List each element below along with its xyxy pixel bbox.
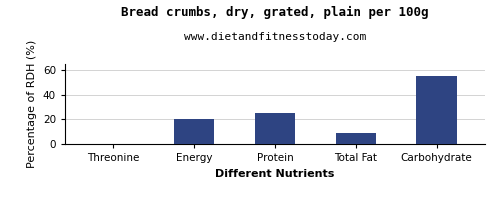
Text: www.dietandfitnesstoday.com: www.dietandfitnesstoday.com bbox=[184, 32, 366, 42]
Bar bbox=[255, 113, 295, 144]
X-axis label: Different Nutrients: Different Nutrients bbox=[216, 169, 334, 179]
Bar bbox=[336, 133, 376, 144]
Bar bbox=[174, 119, 214, 144]
Bar bbox=[416, 76, 457, 144]
Text: Bread crumbs, dry, grated, plain per 100g: Bread crumbs, dry, grated, plain per 100… bbox=[121, 6, 429, 19]
Y-axis label: Percentage of RDH (%): Percentage of RDH (%) bbox=[28, 40, 38, 168]
